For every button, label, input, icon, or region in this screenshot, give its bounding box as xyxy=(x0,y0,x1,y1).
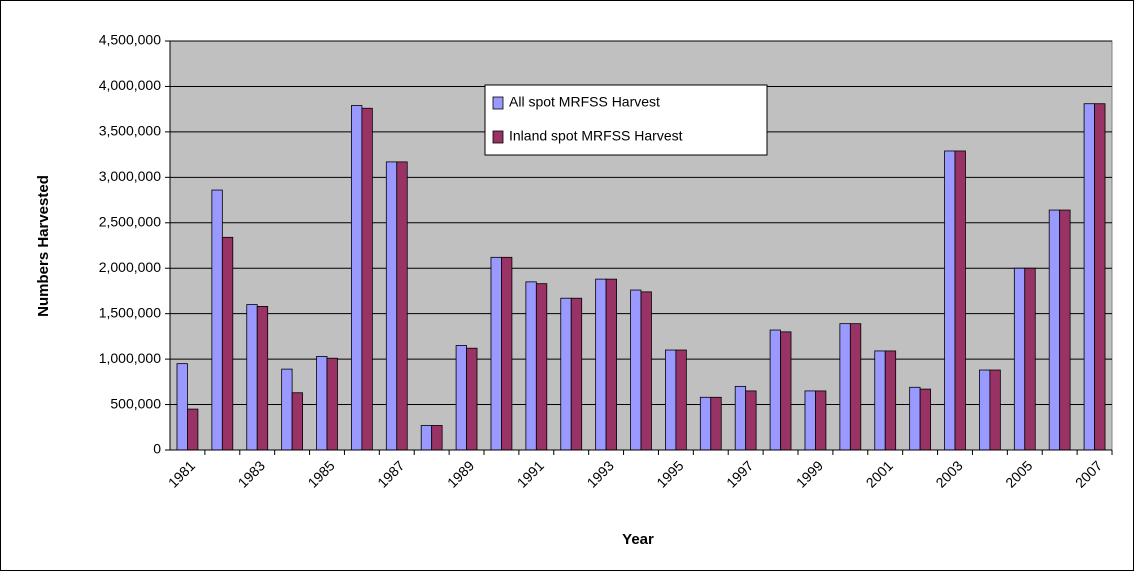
y-tick-label: 0 xyxy=(153,441,161,457)
bar xyxy=(187,408,199,451)
bar xyxy=(281,368,293,451)
bar xyxy=(849,323,862,451)
bar xyxy=(455,345,467,451)
bar xyxy=(385,161,398,451)
y-tick-label: 4,500,000 xyxy=(99,32,161,48)
y-tick-label: 500,000 xyxy=(110,395,161,411)
bar xyxy=(246,304,258,451)
bar xyxy=(535,283,548,451)
y-tick-label: 2,000,000 xyxy=(99,259,161,275)
bar xyxy=(710,396,722,451)
bar xyxy=(525,281,537,451)
bar xyxy=(291,392,303,451)
bar xyxy=(256,305,269,451)
bar xyxy=(396,161,408,451)
y-tick-label: 1,500,000 xyxy=(99,304,161,320)
bar xyxy=(1094,103,1106,451)
bar xyxy=(211,189,223,451)
bar xyxy=(675,349,687,451)
y-tick-label: 4,000,000 xyxy=(99,77,161,93)
bar xyxy=(909,386,921,451)
bar xyxy=(326,357,338,451)
legend-label: All spot MRFSS Harvest xyxy=(509,94,660,110)
bar xyxy=(490,256,502,451)
bar xyxy=(466,347,478,451)
bar xyxy=(420,425,433,451)
bar xyxy=(839,323,851,451)
bar xyxy=(874,350,886,451)
bar xyxy=(734,385,747,451)
bar xyxy=(979,369,991,451)
bar xyxy=(221,236,234,451)
bar xyxy=(431,425,443,451)
bar xyxy=(989,369,1001,451)
bar xyxy=(351,105,363,451)
bar xyxy=(780,331,792,451)
y-tick-label: 1,000,000 xyxy=(99,350,161,366)
y-axis-title: Numbers Harvested xyxy=(35,175,52,317)
bar xyxy=(316,355,328,451)
bar xyxy=(954,150,966,451)
bar xyxy=(361,107,373,451)
bar xyxy=(1083,103,1095,451)
bar xyxy=(1048,209,1061,451)
bar xyxy=(560,297,572,451)
bar xyxy=(630,289,642,451)
bar xyxy=(699,396,712,451)
x-axis-title: Year xyxy=(622,531,654,548)
legend-swatch xyxy=(492,96,504,110)
bar xyxy=(1024,267,1036,451)
y-tick-label: 3,000,000 xyxy=(99,168,161,184)
bar xyxy=(769,329,781,451)
bar xyxy=(665,349,677,451)
y-tick-label: 3,500,000 xyxy=(99,123,161,139)
bar xyxy=(804,390,816,451)
bar xyxy=(176,363,188,451)
bar xyxy=(1013,267,1026,451)
bar xyxy=(815,390,827,451)
bar xyxy=(944,150,956,451)
legend-box xyxy=(484,84,768,156)
legend-label: Inland spot MRFSS Harvest xyxy=(509,128,683,144)
bar xyxy=(745,390,757,451)
legend-swatch xyxy=(492,130,504,144)
bar xyxy=(640,291,652,451)
bar xyxy=(570,297,583,451)
bar xyxy=(1059,209,1071,451)
y-tick-label: 2,500,000 xyxy=(99,213,161,229)
bar xyxy=(884,350,897,451)
bar xyxy=(919,388,931,451)
bar xyxy=(605,278,617,451)
bar xyxy=(595,278,607,451)
bar xyxy=(501,256,513,451)
